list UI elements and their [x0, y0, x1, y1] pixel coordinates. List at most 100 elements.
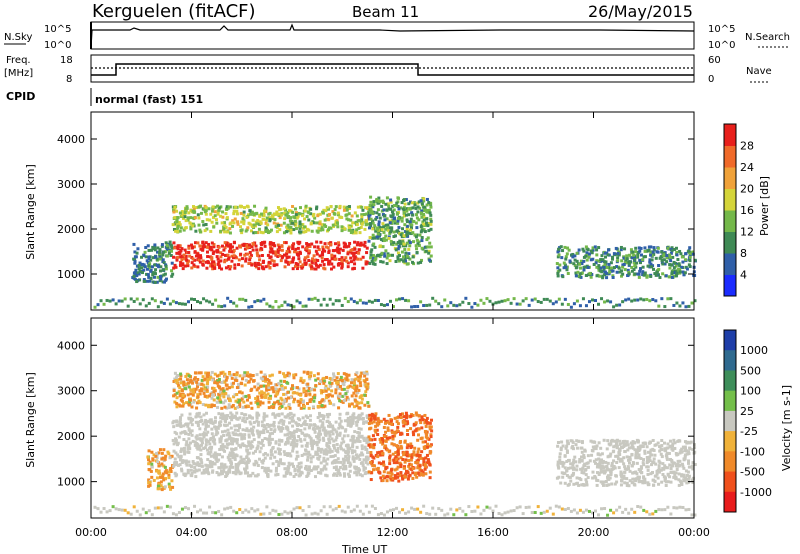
scatter-cell [162, 464, 166, 468]
scatter-cell [286, 227, 290, 231]
scatter-cell [251, 471, 255, 475]
scatter-cell [197, 258, 201, 262]
scatter-cell [267, 216, 271, 220]
scatter-cell [347, 218, 351, 222]
scatter-cell [155, 280, 159, 284]
scatter-cell [330, 394, 334, 398]
scatter-cell [414, 233, 418, 237]
scatter-cell [200, 464, 204, 468]
scatter-cell [336, 457, 340, 461]
scatter-cell [256, 253, 260, 257]
scatter-cell [307, 297, 311, 301]
scatter-cell [286, 414, 290, 418]
scatter-cell [143, 250, 147, 254]
scatter-cell [232, 448, 236, 452]
scatter-cell [378, 216, 382, 220]
scatter-cell [360, 213, 364, 217]
scatter-cell [93, 505, 97, 509]
scatter-cell [355, 404, 359, 408]
scatter-cell [316, 404, 320, 408]
scatter-cell [385, 479, 389, 483]
scatter-cell [184, 459, 188, 463]
scatter-cell [407, 213, 411, 217]
scatter-cell [581, 510, 585, 514]
scatter-cell [133, 271, 137, 275]
scatter-cell [340, 266, 344, 270]
scatter-cell [325, 442, 329, 446]
scatter-cell [177, 435, 181, 439]
scatter-cell [352, 391, 356, 395]
scatter-cell [176, 443, 180, 447]
scatter-cell [250, 429, 254, 433]
scatter-cell [319, 389, 323, 393]
scatter-cell [176, 244, 180, 248]
scatter-cell [174, 265, 178, 269]
scatter-cell [255, 251, 259, 255]
scatter-cell [316, 265, 320, 269]
scatter-cell [329, 205, 333, 209]
scatter-cell [196, 401, 200, 405]
scatter-cell [380, 437, 384, 441]
scatter-cell [415, 238, 419, 242]
scatter-cell [291, 267, 295, 271]
scatter-cell [399, 463, 403, 467]
scatter-cell [365, 212, 369, 216]
scatter-cell [211, 209, 215, 213]
scatter-cell [330, 381, 334, 385]
scatter-cell [530, 511, 534, 515]
scatter-cell [330, 262, 334, 266]
scatter-cell [242, 213, 246, 217]
scatter-cell [564, 257, 568, 261]
scatter-cell [199, 254, 203, 258]
scatter-cell [424, 249, 428, 253]
scatter-cell [440, 508, 444, 512]
scatter-cell [373, 414, 377, 418]
scatter-cell [239, 229, 243, 233]
scatter-cell [331, 432, 335, 436]
scatter-cell [524, 505, 528, 509]
scatter-cell [340, 229, 344, 233]
scatter-cell [180, 447, 184, 451]
scatter-cell [196, 414, 200, 418]
scatter-cell [189, 378, 193, 382]
scatter-cell [222, 466, 226, 470]
scatter-cell [144, 304, 148, 308]
scatter-cell [181, 459, 185, 463]
scatter-cell [247, 433, 251, 437]
scatter-cell [384, 223, 388, 227]
scatter-cell [295, 506, 299, 510]
scatter-cell [280, 213, 284, 217]
scatter-cell [321, 423, 325, 427]
scatter-cell [429, 245, 433, 249]
scatter-cell [423, 206, 427, 210]
scatter-cell [247, 459, 251, 463]
scatter-cell [608, 270, 612, 274]
scatter-cell [202, 207, 206, 211]
scatter-cell [393, 431, 397, 435]
scatter-cell [558, 246, 562, 250]
scatter-cell [227, 458, 231, 462]
scatter-cell [291, 221, 295, 225]
scatter-cell [661, 272, 665, 276]
scatter-cell [384, 227, 388, 231]
scatter-cell [258, 400, 262, 404]
scatter-cell [194, 387, 198, 391]
scatter-cell [612, 266, 616, 270]
scatter-cell [405, 429, 409, 433]
scatter-cell [199, 371, 203, 375]
scatter-cell [428, 258, 432, 262]
scatter-cell [333, 454, 337, 458]
scatter-cell [153, 263, 157, 267]
scatter-cell [287, 215, 291, 219]
scatter-cell [428, 241, 432, 245]
scatter-cell [206, 379, 210, 383]
scatter-cell [393, 219, 397, 223]
scatter-cell [301, 431, 305, 435]
scatter-cell [405, 254, 409, 258]
scatter-cell [204, 411, 208, 415]
scatter-cell [677, 262, 681, 266]
scatter-cell [264, 265, 268, 269]
scatter-cell [149, 258, 153, 262]
scatter-cell [515, 506, 519, 510]
scatter-cell [302, 452, 306, 456]
